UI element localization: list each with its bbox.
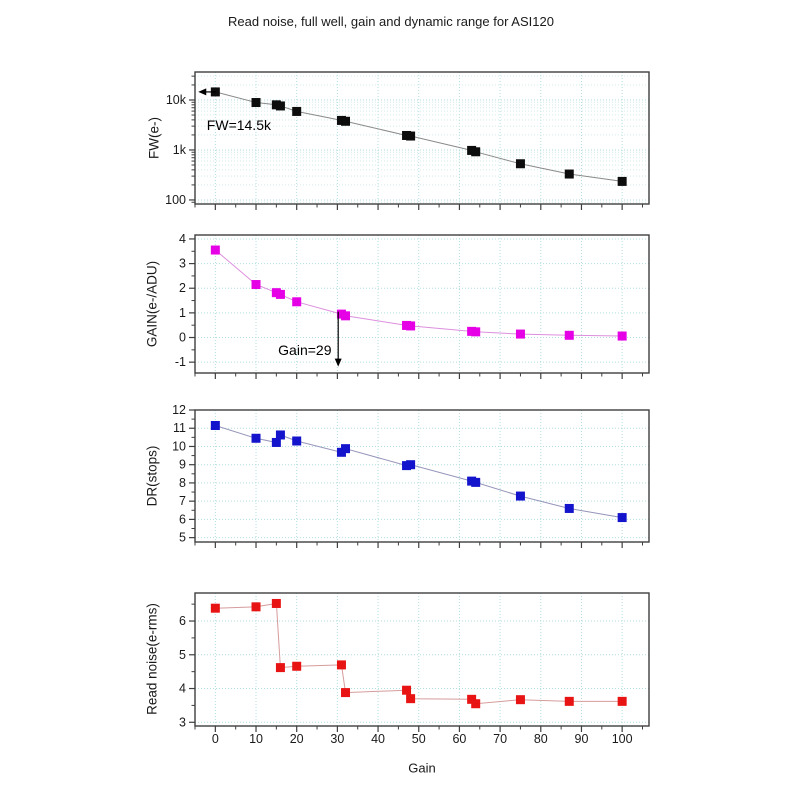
panel-read-noise-data-point [402, 685, 412, 695]
panel-dynamic-range-y-tick-label: 6 [179, 512, 186, 526]
panel-dynamic-range-y-tick-label: 5 [179, 531, 186, 545]
x-axis-label: Gain [408, 760, 436, 776]
panel-gain-data-point [564, 330, 574, 340]
panel-gain-frame [194, 234, 650, 374]
panel-read-noise-data-point [336, 660, 346, 670]
panel-gain-data-point [251, 280, 261, 290]
chart-title: Read noise, full well, gain and dynamic … [228, 14, 554, 29]
panel-read-noise-data-point [275, 663, 285, 673]
panel-read-noise-data-point [617, 696, 627, 706]
panel-read-noise-data-point [406, 694, 416, 704]
panel-gain-data-point [471, 327, 481, 337]
panel-gain-y-tick-label: 1 [179, 306, 186, 320]
x-tick-label: 80 [534, 732, 548, 746]
x-tick-label: 60 [452, 732, 466, 746]
panel-gain-y-tick-label: 4 [179, 232, 186, 246]
panel-gain-data-point [515, 329, 525, 339]
panel-read-noise-data-line [215, 602, 623, 705]
panel-dynamic-range-data-point [617, 513, 627, 523]
panel-gain-data-point [617, 331, 627, 341]
panel-read-noise-data-point [251, 602, 261, 612]
panel-dynamic-range-data-point [564, 503, 574, 513]
panel-dynamic-range-frame [194, 409, 650, 543]
panel-dynamic-range-data-point [271, 437, 281, 447]
panel-read-noise-data-point [271, 598, 281, 608]
panel-full-well-data-point [251, 98, 261, 108]
panel-gain-y-tick-label: 0 [179, 331, 186, 345]
x-tick-label: 20 [290, 732, 304, 746]
x-tick-label: 30 [330, 732, 344, 746]
panel-full-well-y-tick-label: 100 [165, 193, 186, 207]
x-tick-label: 10 [249, 732, 263, 746]
panel-full-well-frame [194, 71, 650, 205]
panel-gain-annotation-arrowhead [334, 358, 342, 367]
panel-read-noise-data-point [341, 688, 351, 698]
panel-dynamic-range-data-point [251, 433, 261, 443]
panel-full-well-data-point [341, 116, 351, 126]
panel-dynamic-range-y-tick-label: 9 [179, 458, 186, 472]
panel-gain-data-point [341, 311, 351, 321]
panel-full-well-y-tick-label: 1k [173, 143, 187, 157]
panel-full-well-data-point [564, 169, 574, 179]
panel-read-noise-data-point [210, 603, 220, 613]
panel-dynamic-range-data-point [275, 430, 285, 440]
panel-full-well-data-point [406, 131, 416, 141]
panel-gain-data-point [406, 321, 416, 331]
panel-dynamic-range-y-tick-label: 12 [172, 403, 186, 417]
panel-full-well-data-point [292, 106, 302, 116]
x-tick-label: 50 [412, 732, 426, 746]
panel-dynamic-range-data-point [341, 444, 351, 454]
panel-dynamic-range-y-tick-label: 11 [173, 421, 186, 435]
x-tick-label: 90 [575, 732, 589, 746]
panel-read-noise-frame [194, 592, 650, 727]
panel-dynamic-range-data-point [471, 477, 481, 487]
panel-dynamic-range-y-tick-label: 10 [172, 439, 186, 453]
panel-dynamic-range-y-tick-label: 8 [179, 476, 186, 490]
panel-gain-data-point [292, 297, 302, 307]
panel-dynamic-range-data-point [406, 460, 416, 470]
x-tick-label: 40 [371, 732, 385, 746]
panel-read-noise-y-tick-label: 5 [179, 648, 186, 662]
panel-read-noise-data-point [471, 699, 481, 709]
panel-read-noise-data-point [564, 696, 574, 706]
panel-gain-y-tick-label: -1 [175, 355, 186, 369]
x-tick-label: 70 [493, 732, 507, 746]
panel-full-well-y-tick-label: 10k [166, 93, 187, 107]
panel-read-noise-y-tick-label: 3 [179, 715, 186, 729]
panel-gain-data-point [210, 245, 220, 255]
panel-read-noise-y-tick-label: 6 [179, 614, 186, 628]
panel-full-well-data-point [275, 101, 285, 111]
panel-dynamic-range-data-point [210, 420, 220, 430]
panel-full-well-data-point [515, 159, 525, 169]
panel-gain-y-tick-label: 2 [179, 281, 186, 295]
panel-read-noise-y-tick-label: 4 [179, 682, 186, 696]
x-tick-label: 100 [612, 732, 633, 746]
panel-dynamic-range-data-point [292, 436, 302, 446]
panel-full-well-data-point [471, 147, 481, 157]
panel-full-well-data-point [617, 176, 627, 186]
panel-full-well-annotation-arrowhead [198, 88, 207, 96]
panel-dynamic-range-y-tick-label: 7 [179, 494, 186, 508]
panel-read-noise-data-point [292, 661, 302, 671]
annotation-full-well: FW=14.5k [206, 117, 271, 134]
panel-dynamic-range-data-point [515, 491, 525, 501]
x-tick-label: 0 [212, 732, 219, 746]
annotation-unity-gain: Gain=29 [278, 342, 332, 359]
panel-gain-y-tick-label: 3 [179, 257, 186, 271]
panel-read-noise-data-point [515, 695, 525, 705]
panel-gain-data-point [275, 289, 285, 299]
